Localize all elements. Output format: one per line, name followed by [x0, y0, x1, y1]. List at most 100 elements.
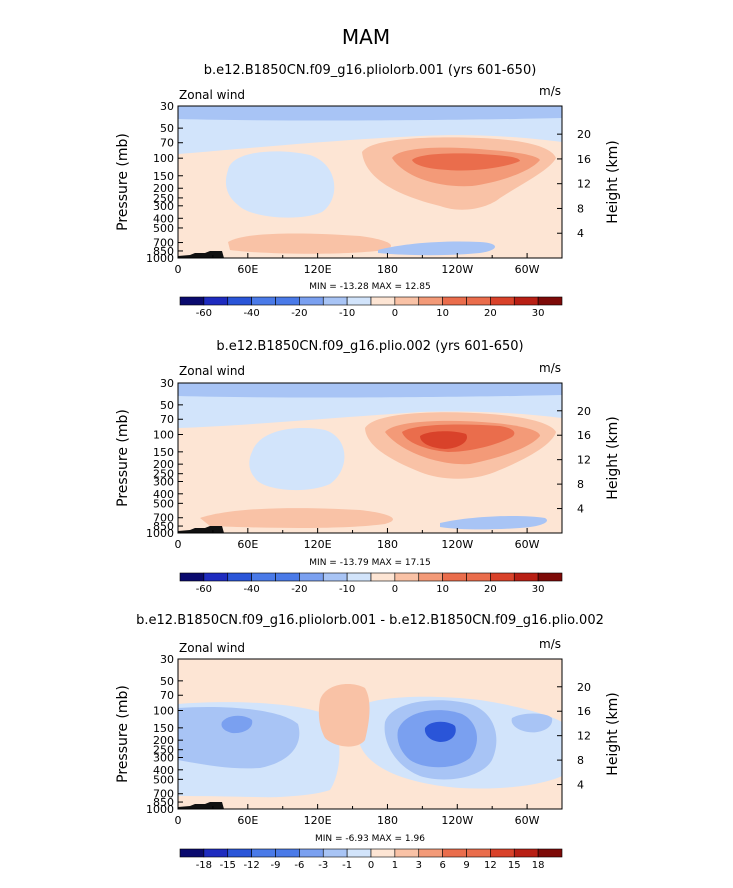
x-tick-label: 180 [377, 814, 398, 827]
colorbar-label: 0 [392, 308, 398, 319]
panel-2-frame [177, 382, 563, 534]
panel-2-left-label: Zonal wind [179, 364, 245, 378]
x-tick-label: 60W [515, 263, 540, 276]
colorbar-label: -60 [196, 584, 212, 595]
y-tick-label: 50 [160, 122, 174, 135]
y-tick-label: 300 [153, 751, 174, 764]
panel-3-y2-ticks: 20 16 12 8 4 [557, 681, 591, 792]
colorbar-box [394, 296, 420, 306]
panel-2-contour-jet-25 [420, 431, 468, 449]
y2-tick-label: 16 [577, 153, 591, 166]
y2-tick-label: 16 [577, 429, 591, 442]
colorbar-box [466, 848, 491, 858]
colorbar-box [418, 296, 443, 306]
colorbar-box [203, 296, 229, 306]
colorbar-label: 20 [484, 584, 497, 595]
panel-2-contour-low-positive [200, 508, 393, 528]
y-tick-label: 200 [153, 734, 174, 747]
colorbar-label: -1 [342, 860, 352, 871]
colorbar-box [537, 296, 563, 306]
colorbar-box [394, 848, 420, 858]
colorbar-box [251, 296, 276, 306]
y-tick-label: 70 [160, 413, 174, 426]
panel-3-plot-area [178, 659, 562, 809]
x-tick-label: 120W [441, 538, 473, 551]
colorbar-box [442, 848, 467, 858]
colorbar-label: -60 [196, 308, 212, 319]
x-tick-label: 120E [304, 814, 332, 827]
colorbar-label: 6 [439, 860, 445, 871]
colorbar-box [346, 848, 372, 858]
colorbar-box [322, 296, 348, 306]
colorbar-box [370, 296, 396, 306]
colorbar-label: -20 [291, 584, 307, 595]
colorbar-box [275, 572, 300, 582]
panel-1-x-ticks: 0 60E 120E 180 120W 60W [175, 253, 540, 276]
y2-tick-label: 8 [577, 754, 584, 767]
colorbar-box [537, 848, 563, 858]
panel-3-ylabel: Pressure (mb) [115, 685, 131, 783]
colorbar-label: 10 [436, 308, 449, 319]
colorbar-box [513, 572, 539, 582]
panel-2-contour-negative-west [249, 427, 345, 491]
panel-2-contour-low-negative [440, 515, 548, 530]
colorbar-box [227, 848, 252, 858]
x-tick-label: 60W [515, 814, 540, 827]
y-tick-label: 70 [160, 137, 174, 150]
y-tick-label: 250 [153, 744, 174, 757]
y2-tick-label: 16 [577, 705, 591, 718]
panel-2-plot-area [178, 383, 562, 533]
colorbar-box [299, 848, 324, 858]
colorbar-box [394, 572, 420, 582]
colorbar-label: -6 [294, 860, 304, 871]
y-tick-label: 700 [153, 237, 174, 250]
y-tick-label: 150 [153, 170, 174, 183]
colorbar-label: 0 [368, 860, 374, 871]
panel-3-contour-negative-east-core [424, 721, 456, 742]
colorbar-label: 3 [416, 860, 422, 871]
colorbar-label: -9 [271, 860, 281, 871]
y2-tick-label: 4 [577, 503, 584, 516]
colorbar-box [490, 848, 515, 858]
panel-1-ylabel: Pressure (mb) [115, 133, 131, 231]
colorbar-box [370, 572, 396, 582]
panel-3: b.e12.B1850CN.f09_g16.pliolorb.001 - b.e… [115, 613, 621, 871]
panel-1-frame [177, 105, 563, 259]
x-tick-label: 60W [515, 538, 540, 551]
panel-3-contour-negative-west [178, 706, 300, 769]
colorbar-label: 15 [508, 860, 521, 871]
y-tick-label: 1000 [146, 252, 174, 265]
y-tick-label: 30 [160, 653, 174, 666]
y-tick-label: 250 [153, 192, 174, 205]
panel-3-stats: MIN = -6.93 MAX = 1.96 [315, 834, 425, 844]
panel-2-right-label: m/s [539, 361, 561, 375]
colorbar-label: -3 [318, 860, 328, 871]
colorbar-label: -10 [339, 584, 355, 595]
x-tick-label: 120W [441, 263, 473, 276]
panel-1-y2-ticks: 20 16 12 8 4 [557, 128, 591, 240]
panel-3-left-label: Zonal wind [179, 641, 245, 655]
panel-3-contour-negative-far-east [511, 713, 553, 733]
colorbar-box [227, 572, 252, 582]
colorbar-box [251, 848, 276, 858]
colorbar-box [490, 296, 515, 306]
y-tick-label: 70 [160, 689, 174, 702]
panel-2-title: b.e12.B1850CN.f09_g16.plio.002 (yrs 601-… [216, 339, 523, 354]
colorbar-box [466, 296, 491, 306]
x-tick-label: 60E [237, 263, 258, 276]
colorbar-box [299, 572, 324, 582]
y-tick-label: 1000 [146, 803, 174, 816]
panel-3-y2label: Height (km) [605, 692, 621, 775]
y2-tick-label: 4 [577, 779, 584, 792]
x-tick-label: 0 [175, 814, 182, 827]
panel-1-plot-area [178, 106, 562, 258]
panel-1-y2label: Height (km) [605, 140, 621, 223]
colorbar-label: 10 [436, 584, 449, 595]
x-tick-label: 180 [377, 538, 398, 551]
y-tick-label: 300 [153, 475, 174, 488]
colorbar-box [346, 296, 372, 306]
x-tick-label: 120W [441, 814, 473, 827]
y2-tick-label: 12 [577, 730, 591, 743]
